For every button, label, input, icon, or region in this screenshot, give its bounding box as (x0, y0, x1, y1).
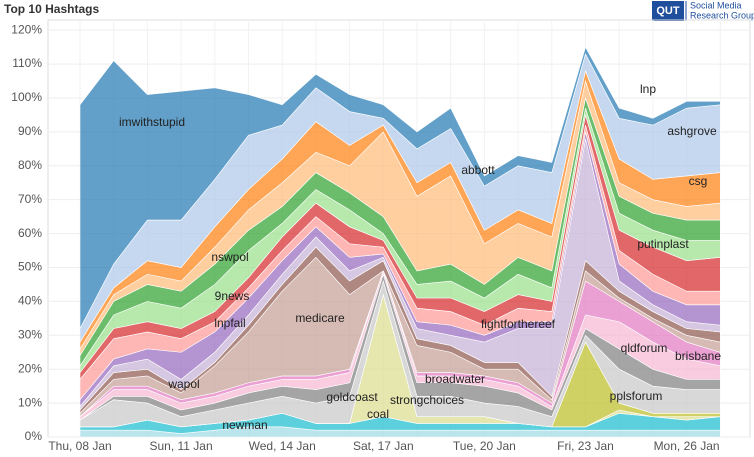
area (79, 46, 721, 329)
y-tick-label: 30% (18, 327, 42, 341)
series-label: qldforum (621, 341, 668, 355)
series-label: fightforthereef (481, 317, 556, 331)
y-tick-label: 20% (18, 361, 42, 375)
x-tick-label: Sun, 11 Jan (150, 439, 213, 453)
y-tick-label: 10% (18, 395, 42, 409)
series-label: broadwater (425, 372, 485, 386)
series-label: newman (222, 418, 267, 432)
x-tick-label: Mon, 26 Jan (654, 439, 720, 453)
y-tick-label: 50% (18, 260, 42, 274)
series-label: ashgrove (667, 124, 717, 138)
y-tick-label: 0% (25, 429, 43, 443)
y-tick-label: 100% (11, 90, 42, 104)
logo-line2: Research Group (690, 10, 754, 20)
y-tick-label: 120% (11, 22, 42, 36)
series-label: nswpol (211, 250, 248, 264)
series-label: imwithstupid (119, 115, 185, 129)
x-tick-label: Sat, 17 Jan (353, 439, 414, 453)
y-tick-label: 60% (18, 226, 42, 240)
x-tick-label: Thu, 08 Jan (48, 439, 111, 453)
series-label: goldcoast (326, 390, 378, 404)
x-tick-label: Tue, 20 Jan (453, 439, 516, 453)
series-label: csg (689, 174, 708, 188)
series-label: lnp (640, 82, 656, 96)
series-label: medicare (295, 311, 345, 325)
logo-line1: Social Media (690, 0, 742, 10)
series-label: pplsforum (610, 389, 663, 403)
y-tick-label: 40% (18, 294, 42, 308)
series-label: strongchoices (390, 393, 464, 407)
series-label: 9news (215, 289, 250, 303)
x-tick-label: Fri, 23 Jan (557, 439, 614, 453)
y-tick-label: 90% (18, 124, 42, 138)
x-tick-label: Wed, 14 Jan (249, 439, 316, 453)
series-label: coal (367, 407, 389, 421)
y-tick-label: 80% (18, 158, 42, 172)
series-label: abbott (461, 163, 495, 177)
series-label: lnpfail (214, 316, 245, 330)
y-tick-label: 110% (12, 56, 42, 70)
y-tick-label: 70% (18, 192, 42, 206)
series-label: putinplast (637, 237, 689, 251)
series-label: wapol (167, 377, 199, 391)
series-label: brisbane (675, 349, 721, 363)
chart-title: Top 10 Hashtags (4, 2, 99, 16)
logo-box (652, 1, 684, 21)
logo-mark: QUT (656, 5, 680, 17)
